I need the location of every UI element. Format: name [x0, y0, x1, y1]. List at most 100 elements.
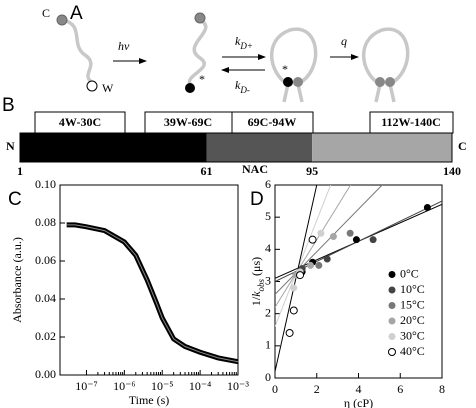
legend-marker — [388, 286, 396, 294]
label-hv: hν — [118, 39, 130, 53]
loop — [362, 27, 410, 103]
y-tick-label: 0.04 — [35, 291, 56, 305]
data-line-core — [66, 224, 239, 363]
x-tick-label: 10⁻³ — [227, 379, 249, 393]
y-tick-label: 0 — [265, 370, 271, 384]
y-tick-label: 0.10 — [35, 177, 56, 191]
loop — [270, 27, 318, 103]
y-tick-label: 0.08 — [35, 215, 56, 229]
label-q: q — [341, 34, 347, 48]
residue-w-excited — [185, 83, 195, 93]
x-tick-label: 8 — [439, 382, 445, 396]
y-tick-label: 5 — [265, 209, 271, 223]
legend-marker — [388, 271, 396, 278]
label-w: W — [102, 81, 114, 95]
point — [306, 261, 314, 269]
domain-label: 112W-140C — [381, 115, 441, 129]
legend-label: 30°C — [400, 328, 425, 342]
point — [329, 232, 337, 240]
x-tick-label: 6 — [397, 382, 403, 396]
residue-number: 1 — [17, 164, 23, 178]
point — [290, 284, 298, 292]
residue-c — [293, 77, 303, 87]
sub: D- — [239, 85, 250, 95]
point — [423, 204, 431, 212]
bar-outline — [19, 132, 453, 163]
point — [296, 271, 305, 280]
residue-number: 61 — [200, 164, 212, 178]
residue-w — [86, 80, 98, 92]
point — [315, 261, 323, 269]
panel-a: A C W hν * kD+ kD- * q — [42, 3, 410, 103]
fit-line — [275, 185, 318, 372]
segment — [20, 133, 207, 162]
domain-label: 4W-30C — [59, 115, 101, 129]
residue-number: 95 — [306, 164, 318, 178]
k: k — [235, 78, 241, 92]
legend-marker — [388, 348, 396, 356]
charts: C 10⁻⁷ 10⁻⁶ 10⁻⁵ 10⁻⁴ 10⁻³ 0.00 0.02 0.04 0.06 0.0… — [8, 177, 445, 408]
point — [323, 255, 331, 263]
x-tick-label: 10⁻⁶ — [113, 379, 136, 393]
point — [369, 236, 377, 244]
x-tick-label: 10⁻⁴ — [189, 379, 212, 393]
y-axis-label: 1/kobs (μs) — [249, 257, 266, 306]
panel-letter: D — [250, 189, 264, 210]
star: * — [199, 72, 205, 86]
domain-label: 39W-69C — [164, 115, 212, 129]
y-tick-label: 1 — [265, 338, 271, 352]
legend-label: 10°C — [400, 282, 425, 296]
legend-marker — [388, 317, 396, 325]
y-tick-label: 2 — [265, 305, 271, 319]
residue-number: 140 — [443, 164, 461, 178]
chain — [62, 18, 94, 84]
chain — [187, 18, 208, 85]
x-tick-label: 10⁻⁷ — [75, 379, 98, 393]
point — [346, 229, 354, 237]
point — [352, 236, 360, 244]
y-label-part: 1/ — [249, 296, 263, 306]
point — [308, 235, 317, 244]
y-label-part: obs — [256, 278, 266, 291]
region-label: NAC — [242, 162, 268, 176]
legend-label: 0°C — [400, 266, 419, 280]
y-tick-label: 3 — [265, 273, 271, 287]
y-tick-label: 0.02 — [35, 329, 56, 343]
residue-w — [375, 77, 385, 87]
y-tick-label: 0.00 — [35, 367, 56, 381]
sequence-bar: 1 61 95 140 — [17, 132, 461, 178]
panel-letter: C — [8, 189, 22, 210]
residue-w-excited — [283, 77, 293, 87]
star: * — [282, 62, 288, 76]
x-tick-label: 10⁻⁵ — [151, 379, 174, 393]
legend-marker — [388, 333, 396, 340]
y-tick-label: 4 — [265, 241, 271, 255]
label-kd-minus: kD- — [235, 78, 250, 95]
panel-letter: A — [70, 3, 83, 24]
plot-clip — [275, 185, 442, 372]
panel-b: B 4W-30C 39W-69C 69C-94W 112W-140C N C N… — [2, 95, 467, 178]
k: k — [235, 34, 241, 48]
legend-label: 20°C — [400, 313, 425, 327]
x-tick-label: 0 — [272, 382, 278, 396]
y-axis-label: Absorbance (a.u.) — [10, 237, 24, 323]
x-axis-label: η (cP) — [344, 396, 373, 408]
point — [285, 328, 294, 337]
legend-marker — [388, 302, 396, 309]
c-terminus: C — [458, 139, 467, 153]
sub: D+ — [239, 41, 253, 51]
label-c: C — [42, 6, 50, 20]
residue-c — [385, 77, 395, 87]
y-tick-label: 6 — [265, 177, 271, 191]
point — [289, 306, 298, 315]
panel-letter: B — [2, 95, 15, 116]
residue-c — [194, 12, 206, 24]
fit-line — [275, 185, 352, 308]
residue-c — [56, 14, 68, 26]
segment — [312, 133, 452, 162]
domain-label: 69C-94W — [248, 115, 297, 129]
x-tick-label: 2 — [314, 382, 320, 396]
x-tick-label: 4 — [356, 382, 362, 396]
plot-frame — [59, 184, 239, 376]
